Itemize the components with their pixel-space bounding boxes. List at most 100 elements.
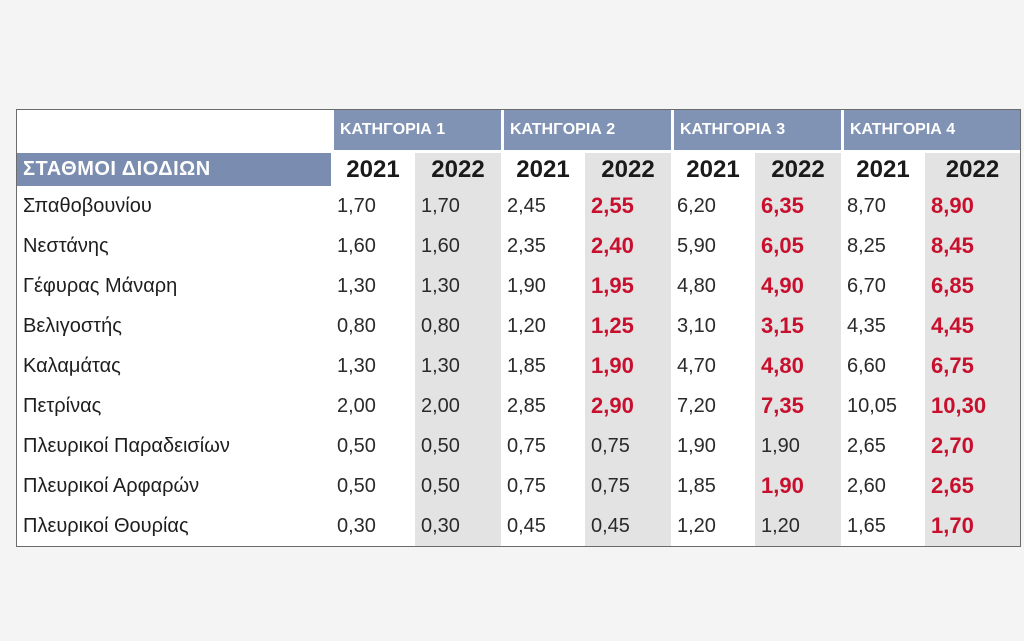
price-cell: 2,85 (507, 394, 546, 417)
category-header-row: ΚΑΤΗΓΟΡΙΑ 1 ΚΑΤΗΓΟΡΙΑ 2 ΚΑΤΗΓΟΡΙΑ 3 ΚΑΤΗ… (17, 110, 1020, 153)
price-cell: 1,85 (677, 474, 716, 497)
price-cell: 1,85 (507, 354, 546, 377)
price-cell: 10,05 (847, 394, 898, 417)
price-cell: 1,70 (337, 194, 376, 217)
station-name: Πετρίνας (23, 394, 102, 417)
price-cell: 0,80 (415, 306, 501, 346)
price-cell: 2,90 (585, 386, 671, 426)
price-cell: 1,95 (585, 266, 671, 306)
price-cell: 8,25 (847, 234, 886, 257)
station-name: Σπαθοβουνίου (23, 194, 152, 217)
price-cell: 1,30 (337, 354, 376, 377)
price-cell: 1,90 (507, 274, 546, 297)
price-cell: 6,85 (925, 266, 1020, 306)
price-cell: 1,60 (337, 234, 376, 257)
price-cell: 4,80 (755, 346, 841, 386)
category-4-header: ΚΑΤΗΓΟΡΙΑ 4 (841, 110, 1020, 153)
year-header-row: ΣΤΑΘΜΟΙ ΔΙΟΔΙΩΝ 2021 2022 2021 2022 2021… (17, 153, 1020, 186)
price-cell: 1,70 (925, 506, 1020, 546)
station-name: Βελιγοστής (23, 314, 122, 337)
stations-header: ΣΤΑΘΜΟΙ ΔΙΟΔΙΩΝ (17, 153, 331, 186)
station-name: Πλευρικοί Αρφαρών (23, 474, 200, 497)
price-cell: 6,05 (755, 226, 841, 266)
price-cell: 1,65 (847, 514, 886, 537)
price-cell: 6,75 (925, 346, 1020, 386)
price-cell: 5,90 (677, 234, 716, 257)
price-cell: 0,50 (337, 434, 376, 457)
price-cell: 0,50 (415, 426, 501, 466)
station-name: Γέφυρας Μάναρη (23, 274, 178, 297)
price-cell: 2,55 (585, 186, 671, 226)
price-cell: 6,20 (677, 194, 716, 217)
price-cell: 0,30 (337, 514, 376, 537)
price-cell: 7,35 (755, 386, 841, 426)
price-cell: 0,80 (337, 314, 376, 337)
price-cell: 1,30 (415, 266, 501, 306)
price-cell: 2,65 (847, 434, 886, 457)
table-row: Πλευρικοί Αρφαρών 0,50 0,50 0,75 0,75 1,85 1,9… (17, 466, 1020, 506)
price-cell: 8,45 (925, 226, 1020, 266)
station-name: Καλαμάτας (23, 354, 121, 377)
category-1-header: ΚΑΤΗΓΟΡΙΑ 1 (331, 110, 501, 153)
price-cell: 4,35 (847, 314, 886, 337)
price-cell: 0,75 (585, 466, 671, 506)
price-cell: 6,35 (755, 186, 841, 226)
price-cell: 2,40 (585, 226, 671, 266)
price-cell: 2,00 (415, 386, 501, 426)
price-cell: 4,45 (925, 306, 1020, 346)
year-header: 2021 (686, 155, 740, 183)
price-cell: 1,90 (755, 466, 841, 506)
price-cell: 3,10 (677, 314, 716, 337)
price-cell: 1,90 (677, 434, 716, 457)
price-cell: 0,50 (337, 474, 376, 497)
table-row: Καλαμάτας 1,30 1,30 1,85 1,90 4,70 4,80 6,60 6,7… (17, 346, 1020, 386)
price-cell: 1,30 (415, 346, 501, 386)
price-cell: 2,60 (847, 474, 886, 497)
price-cell: 2,70 (925, 426, 1020, 466)
price-cell: 0,30 (415, 506, 501, 546)
price-cell: 1,90 (755, 426, 841, 466)
price-cell: 1,20 (677, 514, 716, 537)
price-cell: 0,45 (585, 506, 671, 546)
price-cell: 2,35 (507, 234, 546, 257)
toll-price-table: ΚΑΤΗΓΟΡΙΑ 1 ΚΑΤΗΓΟΡΙΑ 2 ΚΑΤΗΓΟΡΙΑ 3 ΚΑΤΗ… (16, 109, 1021, 547)
year-header: 2022 (585, 153, 671, 186)
price-cell: 6,60 (847, 354, 886, 377)
price-cell: 6,70 (847, 274, 886, 297)
table-row: Πετρίνας 2,00 2,00 2,85 2,90 7,20 7,35 10,05 10,… (17, 386, 1020, 426)
year-header: 2022 (925, 153, 1020, 186)
category-3-header: ΚΑΤΗΓΟΡΙΑ 3 (671, 110, 841, 153)
price-cell: 8,70 (847, 194, 886, 217)
year-header: 2021 (346, 155, 400, 183)
table-row: Πλευρικοί Θουρίας 0,30 0,30 0,45 0,45 1,20 1,2… (17, 506, 1020, 546)
price-cell: 0,50 (415, 466, 501, 506)
table-row: Νεστάνης 1,60 1,60 2,35 2,40 5,90 6,05 8,25 8,45 (17, 226, 1020, 266)
price-cell: 1,25 (585, 306, 671, 346)
station-name: Πλευρικοί Παραδεισίων (23, 434, 230, 457)
table-row: Γέφυρας Μάναρη 1,30 1,30 1,90 1,95 4,80 4,90 6,… (17, 266, 1020, 306)
price-cell: 0,75 (507, 474, 546, 497)
year-header: 2021 (516, 155, 570, 183)
category-2-header: ΚΑΤΗΓΟΡΙΑ 2 (501, 110, 671, 153)
year-header: 2022 (755, 153, 841, 186)
price-cell: 0,75 (585, 426, 671, 466)
price-cell: 1,20 (507, 314, 546, 337)
price-cell: 0,75 (507, 434, 546, 457)
price-cell: 0,45 (507, 514, 546, 537)
table-body: Σπαθοβουνίου 1,70 1,70 2,45 2,55 6,20 6,35 8,70… (17, 186, 1020, 546)
station-name: Νεστάνης (23, 234, 109, 257)
price-cell: 1,30 (337, 274, 376, 297)
price-cell: 4,90 (755, 266, 841, 306)
station-name: Πλευρικοί Θουρίας (23, 514, 189, 537)
price-cell: 1,90 (585, 346, 671, 386)
year-header: 2021 (856, 155, 910, 183)
table-row: Βελιγοστής 0,80 0,80 1,20 1,25 3,10 3,15 4,35 4,… (17, 306, 1020, 346)
price-cell: 7,20 (677, 394, 716, 417)
price-cell: 8,90 (925, 186, 1020, 226)
price-cell: 4,80 (677, 274, 716, 297)
price-cell: 2,65 (925, 466, 1020, 506)
year-header: 2022 (415, 153, 501, 186)
price-cell: 2,00 (337, 394, 376, 417)
table-row: Πλευρικοί Παραδεισίων 0,50 0,50 0,75 0,75 1,9… (17, 426, 1020, 466)
price-cell: 2,45 (507, 194, 546, 217)
